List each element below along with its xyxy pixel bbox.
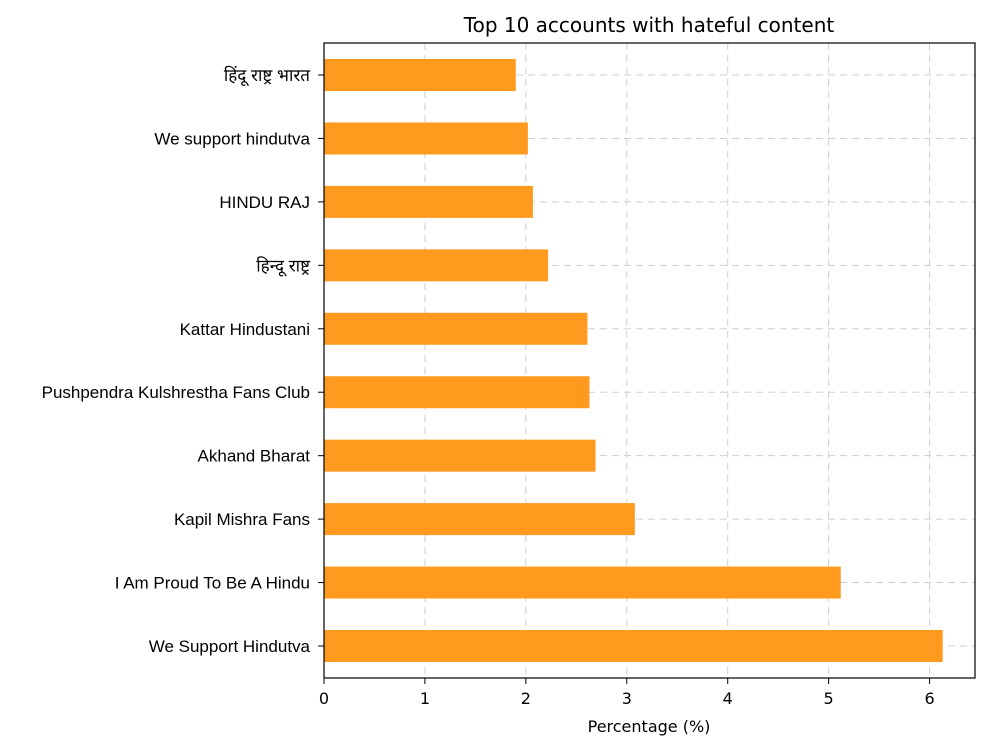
y-category-label: We Support Hindutva [149, 637, 311, 656]
y-category-label: We support hindutva [154, 129, 310, 148]
y-category-label: Akhand Bharat [198, 447, 311, 466]
y-axis-category-labels: हिंदू राष्ट्र भारत We support hindutva HIN… [42, 65, 324, 656]
x-tick-label: 0 [319, 689, 329, 708]
y-category-label: हिन्दू राष्ट्र [256, 255, 311, 276]
x-tick-label: 6 [924, 689, 934, 708]
y-category-label: हिंदू राष्ट्र भारत [224, 65, 310, 86]
y-category-label: HINDU RAJ [219, 193, 310, 212]
plot-frame [323, 42, 976, 679]
bar [324, 249, 549, 282]
bar [324, 503, 635, 536]
bar [324, 376, 590, 409]
x-tick-label: 2 [521, 689, 531, 708]
x-tick-label: 3 [622, 689, 632, 708]
chart-title: Top 10 accounts with hateful content [463, 13, 835, 37]
bars [324, 59, 943, 662]
y-category-label: Kattar Hindustani [180, 320, 310, 339]
bar [324, 59, 516, 91]
x-axis-label: Percentage (%) [588, 717, 711, 736]
x-tick-label: 4 [723, 689, 733, 708]
bar [324, 122, 528, 155]
y-category-label: Kapil Mishra Fans [174, 510, 310, 529]
y-category-label: I Am Proud To Be A Hindu [115, 574, 310, 593]
bar [324, 630, 943, 662]
bar [324, 439, 596, 472]
bar [324, 312, 588, 345]
x-tick-label: 5 [824, 689, 834, 708]
y-category-label: Pushpendra Kulshrestha Fans Club [42, 383, 310, 402]
x-axis-ticks: 0 1 2 3 4 5 6 [319, 678, 935, 708]
x-tick-label: 1 [420, 689, 430, 708]
bar [324, 566, 841, 599]
bar [324, 185, 533, 218]
